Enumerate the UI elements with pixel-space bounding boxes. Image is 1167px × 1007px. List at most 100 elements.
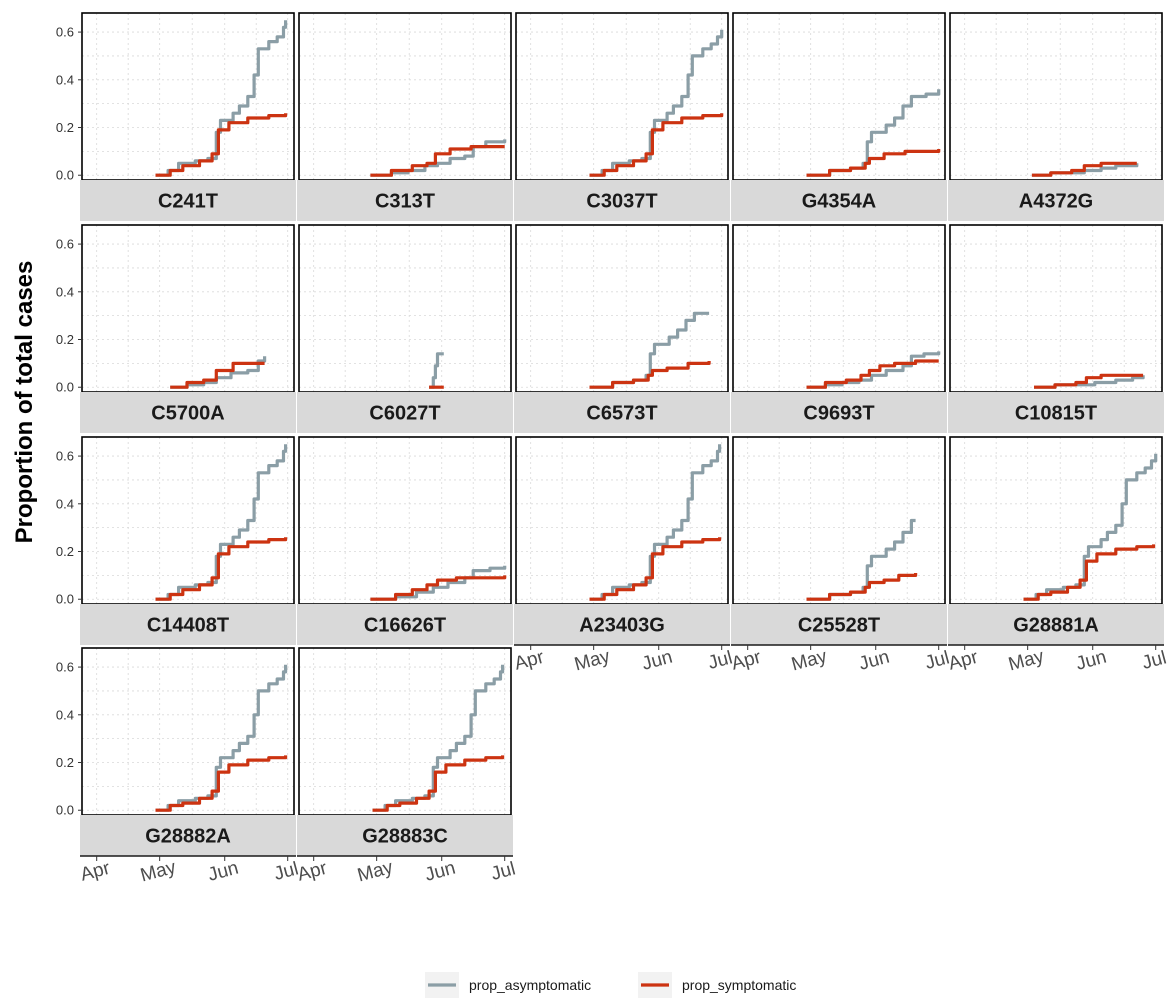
- panel-background: [516, 437, 728, 604]
- y-tick-label: 0.6: [56, 660, 74, 675]
- panel-background: [299, 13, 511, 180]
- panel-g28881a: G28881A: [948, 436, 1164, 645]
- panel-background: [299, 437, 511, 604]
- panel-background: [82, 437, 294, 604]
- series-asymptomatic-line: [589, 444, 722, 601]
- y-tick-label: 0.4: [56, 707, 74, 722]
- strip-background: [80, 604, 296, 645]
- strip-background: [297, 392, 513, 433]
- series-symptomatic-line: [806, 573, 918, 601]
- strip-background: [297, 604, 513, 645]
- strip-background: [297, 815, 513, 856]
- y-tick-label: 0.4: [56, 496, 74, 511]
- x-tick-label: May: [789, 646, 830, 676]
- series-symptomatic-line: [589, 361, 711, 389]
- panel-c3037t: C3037T: [514, 12, 730, 221]
- x-axis-g28883c: Apr May Jun Jul: [295, 855, 518, 887]
- panel-background: [733, 225, 945, 392]
- series-asymptomatic-line: [372, 664, 505, 812]
- panel-g28883c: G28883C: [297, 647, 513, 856]
- strip-background: [80, 180, 296, 221]
- series-symptomatic-line: [1034, 373, 1144, 389]
- panel-c16626t: C16626T: [297, 436, 513, 645]
- y-tick-label: 0.2: [56, 544, 74, 559]
- panel-g28882a: G28882A 0.0 0.2 0.4 0.6: [56, 647, 296, 856]
- strip-background: [514, 392, 730, 433]
- x-tick-label: Jun: [1074, 647, 1109, 675]
- strip-label: A4372G: [1019, 191, 1094, 213]
- series-asymptomatic-line: [155, 664, 288, 812]
- panels-layer: C241T 0.0 0.2 0.4 0.6 C313T C3037T G4354A A4372G…: [56, 12, 1164, 856]
- x-tick-label: Apr: [729, 647, 764, 675]
- strip-label: C25528T: [798, 615, 880, 637]
- x-tick-label: Apr: [512, 647, 547, 675]
- series-asymptomatic-line: [370, 565, 507, 601]
- series-symptomatic-line: [1023, 544, 1156, 601]
- series-asymptomatic-line: [155, 20, 288, 177]
- panel-c241t: C241T 0.0 0.2 0.4 0.6: [56, 12, 296, 221]
- strip-label: G4354A: [802, 191, 877, 213]
- y-tick-label: 0.2: [56, 332, 74, 347]
- panel-background: [950, 437, 1162, 604]
- panel-c9693t: C9693T: [731, 224, 947, 433]
- series-symptomatic-line: [155, 113, 288, 177]
- x-tick-label: Jun: [857, 647, 892, 675]
- y-tick-label: 0.4: [56, 284, 74, 299]
- strip-label: G28881A: [1013, 615, 1099, 637]
- legend-item-prop_asymptomatic: prop_asymptomatic: [425, 972, 591, 998]
- strip-background: [514, 180, 730, 221]
- strip-background: [731, 180, 947, 221]
- series-symptomatic-line: [589, 113, 724, 177]
- panel-background: [299, 648, 511, 815]
- strip-label: C241T: [158, 191, 218, 213]
- x-tick-label: Jun: [640, 647, 675, 675]
- series-asymptomatic-line: [806, 351, 941, 389]
- x-tick-label: Jun: [206, 858, 241, 886]
- panel-a23403g: A23403G: [514, 436, 730, 645]
- strip-label: C10815T: [1015, 403, 1097, 425]
- series-symptomatic-line: [370, 145, 505, 177]
- series-symptomatic-line: [372, 755, 505, 812]
- panel-c313t: C313T: [297, 12, 513, 221]
- strip-label: C313T: [375, 191, 435, 213]
- strip-label: C3037T: [586, 191, 657, 213]
- x-tick-label: Apr: [295, 858, 330, 886]
- strip-label: A23403G: [579, 615, 665, 637]
- y-tick-label: 0.6: [56, 237, 74, 252]
- legend-label: prop_symptomatic: [682, 977, 796, 993]
- strip-label: C6027T: [369, 403, 440, 425]
- series-asymptomatic-line: [589, 29, 724, 177]
- panel-c5700a: C5700A 0.0 0.2 0.4 0.6: [56, 224, 296, 433]
- x-axis-g28881a: Apr May Jun Jul: [946, 644, 1167, 675]
- series-symptomatic-line: [170, 361, 265, 389]
- x-tick-label: Apr: [946, 647, 981, 675]
- panel-c6573t: C6573T: [514, 224, 730, 433]
- series-symptomatic-line: [806, 359, 939, 389]
- strip-label: G28882A: [145, 826, 231, 848]
- strip-background: [514, 604, 730, 645]
- y-tick-label: 0.2: [56, 120, 74, 135]
- y-tick-label: 0.6: [56, 25, 74, 40]
- x-axis-c25528t: Apr May Jun Jul: [729, 644, 952, 676]
- strip-label: C6573T: [586, 403, 657, 425]
- strip-background: [80, 815, 296, 856]
- series-symptomatic-line: [155, 537, 288, 601]
- panel-background: [950, 225, 1162, 392]
- panel-a4372g: A4372G: [948, 12, 1164, 221]
- y-tick-label: 0.6: [56, 449, 74, 464]
- series-symptomatic-line: [589, 537, 722, 601]
- strip-background: [731, 392, 947, 433]
- series-symptomatic-line: [806, 149, 941, 177]
- strip-label: C9693T: [803, 403, 874, 425]
- panel-g4354a: G4354A: [731, 12, 947, 221]
- panel-background: [82, 648, 294, 815]
- series-asymptomatic-line: [1023, 453, 1158, 601]
- y-tick-label: 0.0: [56, 592, 74, 607]
- strip-background: [948, 604, 1164, 645]
- series-symptomatic-line: [370, 575, 507, 601]
- y-tick-label: 0.4: [56, 72, 74, 87]
- x-tick-label: Jul: [489, 858, 518, 885]
- x-tick-label: May: [355, 857, 396, 887]
- x-tick-label: Apr: [78, 858, 113, 886]
- x-tick-label: Jun: [423, 858, 458, 886]
